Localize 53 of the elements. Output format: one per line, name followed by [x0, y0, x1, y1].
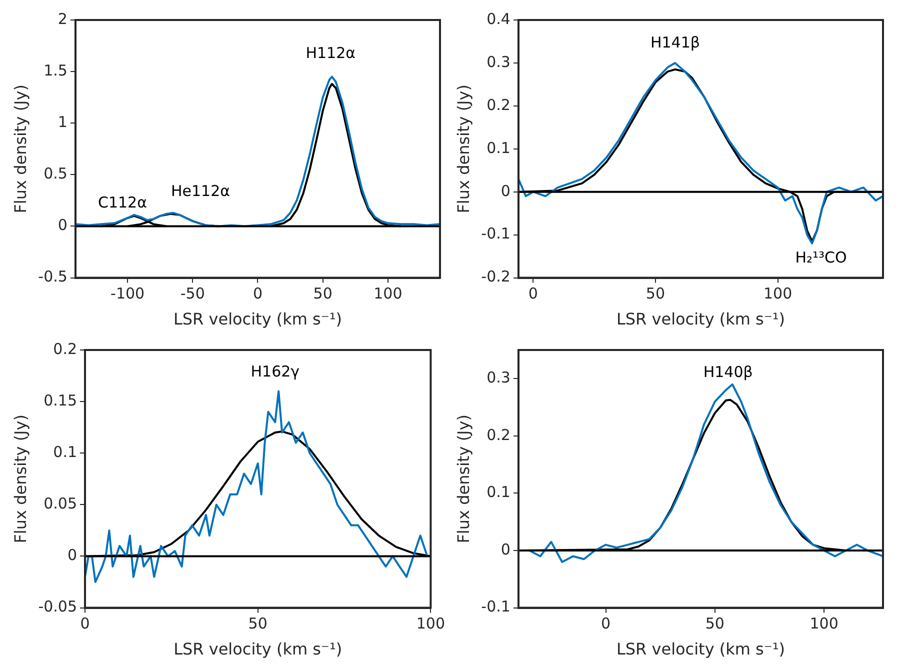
x-tick-label: 0 — [528, 284, 538, 303]
x-tick-label: 50 — [646, 284, 666, 303]
x-tick-label: 0 — [80, 614, 90, 633]
annotation: H162γ — [250, 362, 300, 381]
y-tick-label: 0.2 — [486, 426, 510, 444]
y-tick-label: -0.1 — [481, 224, 510, 243]
y-tick-label: 0.3 — [486, 368, 510, 387]
annotation: H140β — [703, 362, 753, 381]
annotation: H₂¹³CO — [795, 248, 847, 266]
x-tick-label: 100 — [763, 284, 792, 303]
y-tick-label: 0 — [500, 540, 510, 558]
y-tick-label: 2 — [58, 10, 68, 28]
y-axis-title: Flux density (Jy) — [10, 414, 30, 544]
y-tick-label: 0.15 — [44, 391, 78, 410]
x-tick-label: 100 — [416, 614, 446, 633]
annotation: He112α — [170, 182, 230, 200]
x-tick-label: 50 — [705, 614, 724, 633]
y-tick-label: 0 — [58, 216, 68, 234]
y-tick-label: -0.5 — [38, 268, 68, 286]
x-axis-title: LSR velocity (km s⁻¹) — [616, 640, 785, 659]
y-tick-label: 0.1 — [486, 138, 510, 157]
x-axis-title: LSR velocity (km s⁻¹) — [174, 640, 342, 659]
x-tick-label: 0 — [252, 284, 263, 303]
x-tick-label: -100 — [110, 284, 145, 303]
y-tick-label: 0 — [67, 546, 78, 564]
y-tick-label: 0.1 — [53, 443, 78, 462]
annotation: H141β — [650, 34, 700, 52]
y-axis-title: Flux density (Jy) — [454, 414, 473, 544]
x-tick-label: -50 — [180, 284, 205, 303]
y-tick-label: 0.2 — [53, 340, 78, 358]
annotation: H112α — [306, 44, 356, 62]
y-tick-label: 0 — [500, 182, 510, 200]
y-tick-label: -0.2 — [481, 268, 510, 286]
x-tick-label: 50 — [313, 284, 332, 303]
y-tick-label: -0.1 — [481, 598, 510, 616]
x-axis-title: LSR velocity (km s⁻¹) — [616, 310, 785, 329]
y-tick-label: 0.1 — [486, 483, 510, 502]
annotation: C112α — [98, 193, 148, 212]
y-axis-title: Flux density (Jy) — [454, 84, 473, 214]
y-axis-title: Flux density (Jy) — [10, 84, 30, 214]
x-tick-label: 50 — [248, 614, 268, 633]
x-tick-label: 100 — [374, 284, 402, 303]
x-tick-label: 100 — [810, 614, 838, 633]
y-tick-label: 1.5 — [44, 61, 68, 80]
y-tick-label: 0.2 — [486, 96, 510, 114]
y-tick-label: -0.05 — [38, 598, 78, 616]
x-axis-title: LSR velocity (km s⁻¹) — [173, 310, 342, 329]
y-tick-label: 0.05 — [44, 494, 78, 513]
x-tick-label: 0 — [601, 614, 611, 633]
y-tick-label: 0.4 — [486, 10, 510, 28]
y-tick-label: 0.5 — [44, 164, 68, 183]
y-tick-label: 1 — [58, 113, 68, 132]
y-tick-label: 0.3 — [486, 52, 510, 71]
